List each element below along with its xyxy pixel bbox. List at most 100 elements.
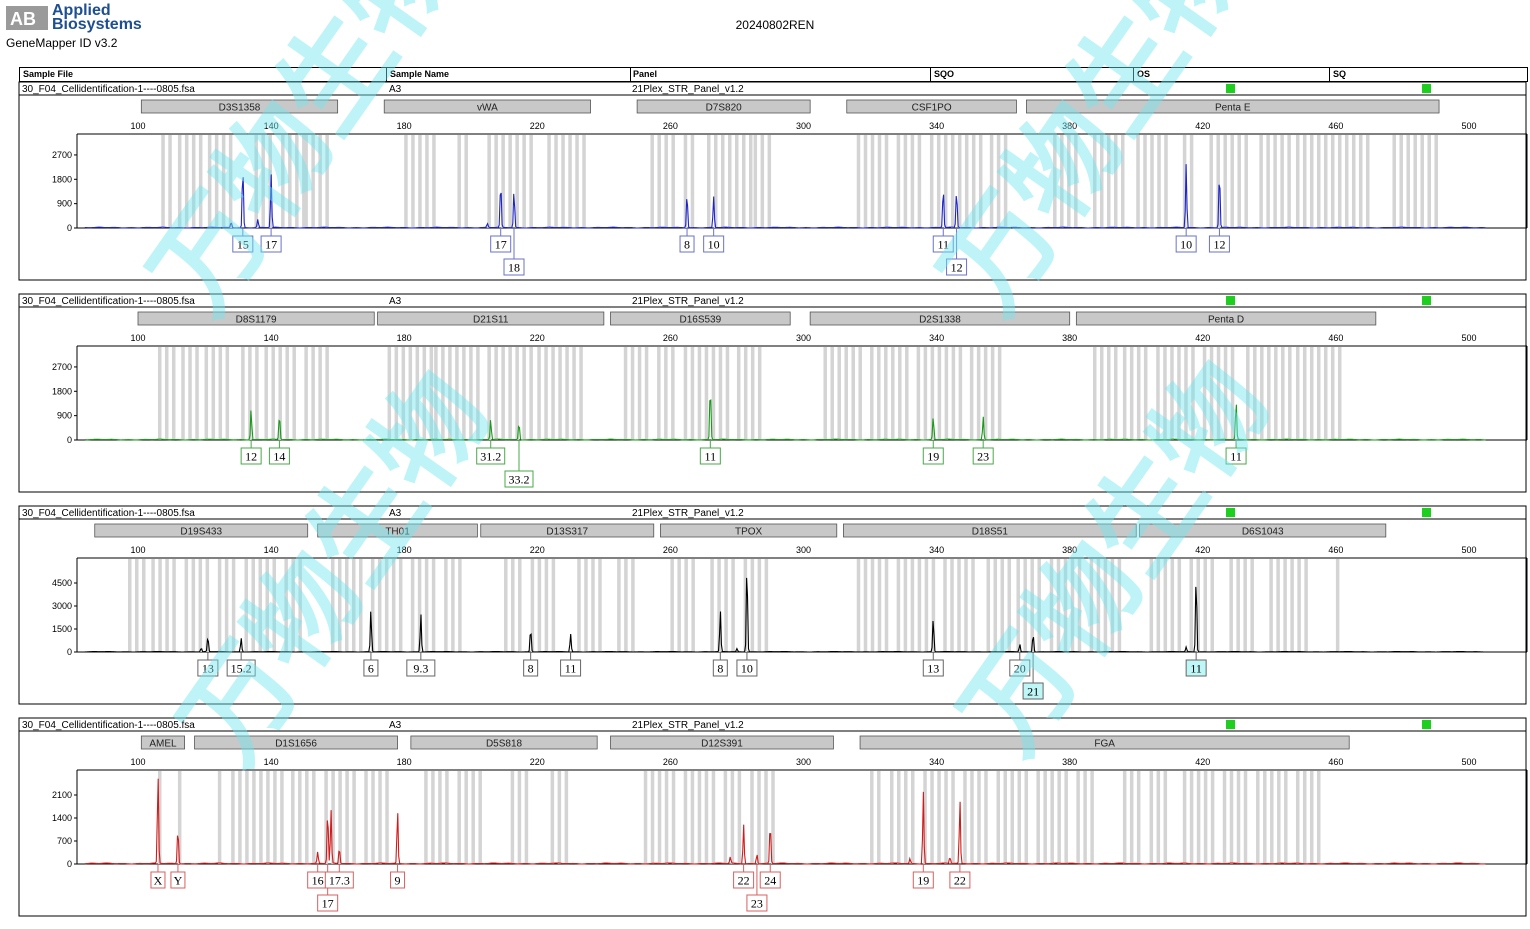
marker-d16s539 <box>610 311 791 326</box>
allele-bin <box>224 559 229 652</box>
marker-amel <box>140 735 185 750</box>
sample-file-value: 30_F04_Cellidentification-1----0805.fsa <box>22 296 195 307</box>
marker-label: D18S51 <box>972 527 1009 538</box>
signal-trace <box>84 399 1486 441</box>
allele-bin <box>280 771 284 864</box>
allele-bin <box>724 559 728 652</box>
allele-bin <box>1276 559 1280 652</box>
allele-bin <box>905 347 909 440</box>
allele-bin <box>522 347 526 440</box>
allele-bin <box>1099 135 1104 228</box>
allele-bin <box>1323 135 1328 228</box>
allele-bin <box>1365 135 1370 228</box>
allele-bin <box>1216 347 1221 440</box>
allele-label-box <box>733 871 755 889</box>
allele-bin <box>704 347 709 440</box>
allele-bin <box>164 347 169 440</box>
allele-bin <box>671 347 675 440</box>
allele-call: 33.2 <box>504 440 534 488</box>
allele-label: 8 <box>717 662 723 676</box>
allele-bin <box>1406 135 1410 228</box>
allele-bin <box>718 347 723 440</box>
allele-call: 18 <box>503 228 525 276</box>
allele-label-box <box>932 235 954 253</box>
allele-bin <box>1229 559 1233 652</box>
x-tick-label: 420 <box>1195 121 1210 131</box>
allele-call: 15 <box>232 228 254 253</box>
allele-bin <box>128 559 132 652</box>
column-header-sample-file[interactable]: Sample File <box>23 69 74 79</box>
allele-bin <box>425 135 429 228</box>
allele-bin <box>291 771 295 864</box>
column-header-sqo[interactable]: SQO <box>934 69 955 79</box>
allele-label: 12 <box>1213 238 1225 252</box>
marker-label: D8S1179 <box>236 315 277 326</box>
allele-bin <box>971 559 975 652</box>
allele-label: 10 <box>1180 238 1192 252</box>
allele-bin <box>1036 771 1040 864</box>
x-tick-label: 100 <box>130 757 145 767</box>
allele-label-box <box>1175 235 1197 253</box>
allele-label: 14 <box>273 450 285 464</box>
allele-bin <box>417 559 422 652</box>
allele-bin <box>984 771 988 864</box>
allele-bin <box>1156 347 1160 440</box>
allele-bin <box>1399 135 1403 228</box>
allele-bin <box>261 135 265 228</box>
allele-label: 15.2 <box>231 662 252 676</box>
allele-bin <box>1295 347 1300 440</box>
allele-bin <box>415 347 420 440</box>
allele-bin <box>508 347 512 440</box>
allele-label: 6 <box>368 662 374 676</box>
allele-call: 23 <box>746 864 768 912</box>
sample-name-value: A3 <box>389 508 402 519</box>
x-tick-label: 140 <box>264 757 279 767</box>
allele-bin <box>1243 559 1247 652</box>
allele-label: 8 <box>528 662 534 676</box>
allele-bin <box>464 771 468 864</box>
marker-d5s818 <box>410 735 598 750</box>
allele-bin <box>177 771 182 864</box>
column-header-panel[interactable]: Panel <box>633 69 658 79</box>
marker-d19s433 <box>94 523 309 538</box>
allele-bin <box>432 135 436 228</box>
column-header-sq[interactable]: SQ <box>1333 69 1347 79</box>
marker-d2s1338 <box>809 311 1071 326</box>
allele-bin <box>858 347 862 440</box>
allele-bin <box>207 135 212 228</box>
allele-bin <box>736 347 741 440</box>
allele-bin <box>384 559 389 652</box>
marker-label: TPOX <box>735 527 763 538</box>
allele-bin <box>487 347 491 440</box>
allele-bin <box>325 347 329 440</box>
allele-bin <box>884 559 889 652</box>
allele-bin <box>429 347 434 440</box>
allele-label-box <box>679 235 695 253</box>
allele-bin <box>903 559 908 652</box>
allele-bin <box>394 347 399 440</box>
marker-d6s1043 <box>1139 523 1387 538</box>
allele-bin <box>664 771 669 864</box>
column-header-sample-name[interactable]: Sample Name <box>390 69 450 79</box>
allele-call: 13 <box>197 652 219 677</box>
marker-d21s11 <box>377 311 605 326</box>
column-header-os[interactable]: OS <box>1137 69 1151 79</box>
allele-call: 12 <box>1208 228 1230 253</box>
allele-bin <box>1030 559 1034 652</box>
allele-bin <box>930 771 934 864</box>
allele-bin <box>1003 771 1007 864</box>
allele-bin <box>1164 135 1168 228</box>
allele-bin <box>177 135 182 228</box>
allele-bin <box>191 559 196 652</box>
allele-bin <box>579 347 583 440</box>
allele-bin <box>1295 135 1300 228</box>
allele-bin <box>1283 559 1287 652</box>
allele-bin <box>278 347 282 440</box>
x-tick-label: 220 <box>530 545 545 555</box>
allele-bin <box>337 559 342 652</box>
x-tick-label: 460 <box>1328 545 1343 555</box>
allele-label: 11 <box>565 662 577 676</box>
allele-bin <box>757 559 762 652</box>
marker-label: AMEL <box>149 739 177 750</box>
allele-bin <box>142 559 146 652</box>
